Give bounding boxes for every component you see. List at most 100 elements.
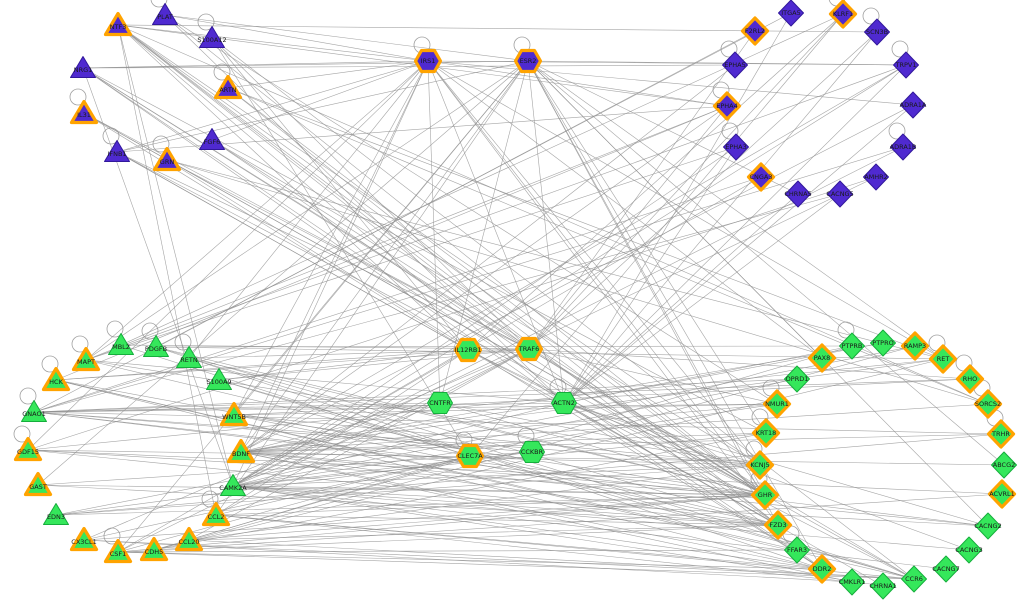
- node-EPHA3[interactable]: EPHA3: [723, 133, 749, 161]
- self-loop-edge: [213, 63, 231, 81]
- node-MBL2[interactable]: MBL2: [108, 333, 134, 355]
- node-label: IL12RB1: [455, 346, 482, 354]
- node-RAMP3[interactable]: RAMP3: [900, 331, 930, 361]
- node-DDR2[interactable]: DDR2: [807, 554, 837, 584]
- node-IFNB1[interactable]: IFNB1: [104, 140, 130, 162]
- node-TRPV1[interactable]: TRPV1: [893, 51, 919, 79]
- node-GHR[interactable]: GHR: [750, 480, 780, 510]
- node-label: RHO: [963, 375, 978, 383]
- node-CDH5[interactable]: CDH5: [139, 536, 169, 562]
- self-loop-edge: [71, 335, 89, 353]
- node-GNAO1[interactable]: GNAO1: [21, 400, 47, 422]
- node-ITGA5[interactable]: ITGA5: [778, 0, 804, 27]
- edge: [55, 345, 916, 516]
- node-CCKBR[interactable]: CCKBR: [519, 441, 545, 463]
- node-NTF3[interactable]: NTF3: [103, 11, 133, 37]
- node-label: EDN3: [47, 513, 65, 521]
- node-ESR2[interactable]: ESR2: [513, 48, 543, 74]
- node-PDGFB[interactable]: PDGFB: [143, 335, 169, 357]
- node-BDNF[interactable]: BDNF: [226, 438, 256, 464]
- node-CNTFR[interactable]: CNTFR: [427, 392, 453, 414]
- edge: [37, 484, 779, 526]
- node-CX3CL1[interactable]: CX3CL1: [69, 526, 99, 552]
- node-CCL20[interactable]: CCL20: [174, 526, 204, 552]
- node-SORCS2[interactable]: SORCS2: [973, 389, 1003, 419]
- node-IL12RB1[interactable]: IL12RB1: [453, 337, 483, 363]
- node-IL31[interactable]: IL31: [69, 99, 99, 125]
- node-KCNJ5[interactable]: KCNJ5: [745, 450, 775, 480]
- node-S100A12[interactable]: S100A12: [197, 26, 227, 48]
- node-F2RL2[interactable]: F2RL2: [740, 16, 770, 46]
- node-IRS1[interactable]: IRS1: [413, 48, 443, 74]
- node-KRT18[interactable]: KRT18: [751, 418, 781, 448]
- node-CHRNA1[interactable]: CHRNA1: [869, 572, 897, 600]
- node-FZD3[interactable]: FZD3: [763, 510, 793, 540]
- node-CACNG2[interactable]: CACNG2: [974, 512, 1002, 540]
- self-loop-edge: [150, 0, 168, 8]
- node-EPHA5[interactable]: EPHA5: [722, 51, 748, 79]
- node-CHRNA5[interactable]: CHRNA5: [784, 180, 812, 208]
- node-label: ACTN2: [553, 399, 575, 407]
- node-EPHA4[interactable]: EPHA4: [712, 91, 742, 121]
- node-NRG1[interactable]: NRG1: [70, 56, 96, 78]
- node-SCN3B[interactable]: SCN3B: [864, 18, 890, 46]
- node-NMUR1[interactable]: NMUR1: [762, 389, 792, 419]
- node-ABCG2[interactable]: ABCG2: [991, 451, 1017, 479]
- node-ARTN[interactable]: ARTN: [213, 74, 243, 100]
- node-RHO[interactable]: RHO: [955, 364, 985, 394]
- node-CCR6[interactable]: CCR6: [901, 565, 927, 593]
- node-GDF15[interactable]: GDF15: [13, 436, 43, 462]
- node-label: GDF15: [17, 448, 39, 456]
- node-GAST[interactable]: GAST: [23, 471, 53, 497]
- edge: [33, 402, 565, 413]
- node-label: FFAR3: [787, 546, 807, 554]
- node-FFAR3[interactable]: FFAR3: [784, 536, 810, 564]
- node-TRAF6[interactable]: TRAF6: [514, 336, 544, 362]
- node-CMKLR1[interactable]: CMKLR1: [839, 568, 866, 596]
- node-label: FGF6: [204, 138, 221, 146]
- edge: [82, 60, 529, 69]
- node-EDN3[interactable]: EDN3: [43, 503, 69, 525]
- node-KLRF1[interactable]: KLRF1: [828, 0, 858, 29]
- node-RET[interactable]: RET: [928, 344, 958, 374]
- edge: [232, 432, 767, 487]
- edge: [232, 60, 429, 487]
- node-ADRA1B[interactable]: ADRA1B: [890, 133, 917, 161]
- node-CCL2[interactable]: CCL2: [201, 501, 231, 527]
- node-CAMK2A[interactable]: CAMK2A: [219, 474, 247, 496]
- edge: [33, 378, 798, 413]
- node-PAX8[interactable]: PAX8: [807, 343, 837, 373]
- node-CACNG5[interactable]: CACNG5: [826, 180, 854, 208]
- node-PLAT[interactable]: PLAT: [152, 3, 178, 25]
- edge: [427, 60, 728, 107]
- hexagon-node-shape: [519, 441, 545, 463]
- edge: [227, 87, 944, 360]
- node-CNGA3[interactable]: CNGA3: [746, 162, 776, 192]
- edge: [240, 402, 565, 453]
- node-CSF1[interactable]: CSF1: [103, 538, 133, 564]
- edge: [233, 414, 766, 496]
- node-S100A9[interactable]: S100A9: [206, 368, 232, 390]
- node-CACNG3[interactable]: CACNG3: [955, 536, 983, 564]
- node-PTPRB[interactable]: PTPRB: [839, 332, 865, 360]
- node-PTPRO[interactable]: PTPRO: [870, 329, 896, 357]
- node-ACTN2[interactable]: ACTN2: [551, 392, 577, 414]
- node-CLEC7A[interactable]: CLEC7A: [455, 443, 485, 469]
- node-RETN[interactable]: RETN: [176, 346, 202, 368]
- node-HCK[interactable]: HCK: [41, 366, 71, 392]
- node-ADRA1A[interactable]: ADRA1A: [900, 91, 927, 119]
- node-GRN[interactable]: GRN: [152, 146, 182, 172]
- diamond-node-shape: [784, 536, 810, 564]
- node-label: GRN: [160, 158, 175, 166]
- node-MAPT[interactable]: MAPT: [71, 346, 101, 372]
- node-CACNG7[interactable]: CACNG7: [932, 555, 960, 583]
- edge: [215, 494, 766, 516]
- node-AMHR2[interactable]: AMHR2: [863, 163, 889, 191]
- node-OPRD1[interactable]: OPRD1: [784, 365, 810, 393]
- node-FGF6[interactable]: FGF6: [199, 128, 225, 150]
- self-loop-edge: [888, 122, 906, 140]
- node-WNT5B[interactable]: WNT5B: [219, 401, 249, 427]
- diamond-node-shape: [839, 332, 865, 360]
- node-TRHR[interactable]: TRHR: [986, 419, 1016, 449]
- node-ACVRL1[interactable]: ACVRL1: [987, 479, 1017, 509]
